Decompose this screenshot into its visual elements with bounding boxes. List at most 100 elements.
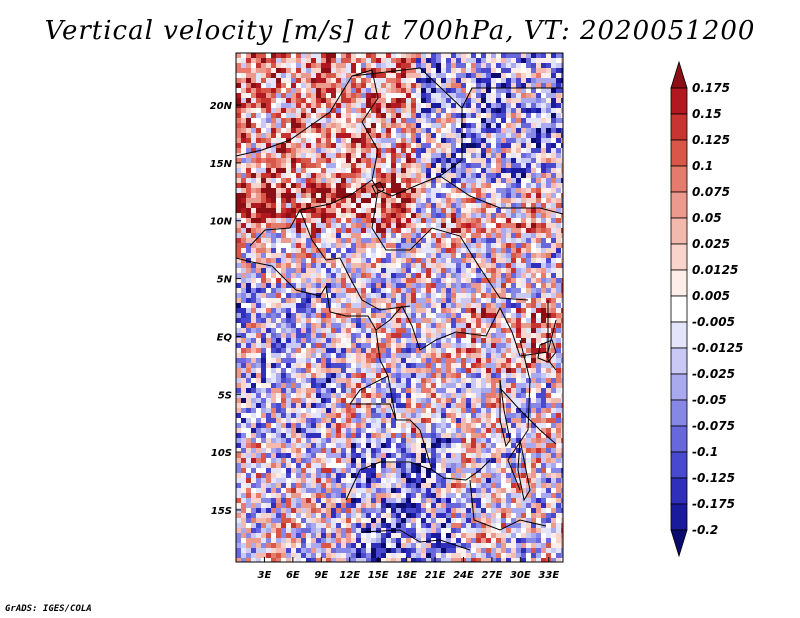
field-cell — [356, 228, 361, 233]
field-cell — [256, 228, 261, 233]
field-cell — [511, 113, 516, 118]
field-cell — [311, 183, 316, 188]
field-cell — [321, 148, 326, 153]
field-cell — [291, 318, 296, 323]
field-cell — [446, 248, 451, 253]
field-cell — [411, 218, 416, 223]
field-cell — [356, 183, 361, 188]
field-cell — [521, 113, 526, 118]
field-cell — [291, 403, 296, 408]
field-cell — [491, 63, 496, 68]
field-cell — [481, 143, 486, 148]
field-cell — [371, 123, 376, 128]
field-cell — [381, 278, 386, 283]
field-cell — [336, 83, 341, 88]
field-cell — [481, 233, 486, 238]
field-cell — [341, 338, 346, 343]
field-cell — [371, 128, 376, 133]
field-cell — [511, 218, 516, 223]
field-cell — [446, 383, 451, 388]
field-cell — [396, 363, 401, 368]
field-cell — [526, 88, 531, 93]
field-cell — [531, 403, 536, 408]
field-cell — [286, 413, 291, 418]
field-cell — [301, 63, 306, 68]
field-cell — [236, 308, 241, 313]
field-cell — [476, 308, 481, 313]
field-cell — [526, 128, 531, 133]
field-cell — [431, 343, 436, 348]
field-cell — [456, 88, 461, 93]
field-cell — [356, 213, 361, 218]
field-cell — [436, 118, 441, 123]
field-cell — [241, 358, 246, 363]
field-cell — [446, 318, 451, 323]
field-cell — [351, 283, 356, 288]
field-cell — [336, 313, 341, 318]
field-cell — [466, 348, 471, 353]
field-cell — [241, 293, 246, 298]
field-cell — [271, 193, 276, 198]
field-cell — [426, 248, 431, 253]
field-cell — [386, 173, 391, 178]
field-cell — [336, 128, 341, 133]
field-cell — [321, 83, 326, 88]
field-cell — [386, 253, 391, 258]
field-cell — [461, 428, 466, 433]
field-cell — [426, 58, 431, 63]
field-cell — [326, 268, 331, 273]
field-cell — [261, 323, 266, 328]
field-cell — [486, 163, 491, 168]
field-cell — [281, 163, 286, 168]
field-cell — [451, 363, 456, 368]
field-cell — [316, 393, 321, 398]
field-cell — [446, 338, 451, 343]
field-cell — [341, 133, 346, 138]
field-cell — [286, 218, 291, 223]
field-cell — [436, 273, 441, 278]
field-cell — [526, 113, 531, 118]
field-cell — [296, 63, 301, 68]
field-cell — [441, 213, 446, 218]
field-cell — [466, 63, 471, 68]
field-cell — [396, 263, 401, 268]
field-cell — [296, 313, 301, 318]
field-cell — [416, 378, 421, 383]
field-cell — [311, 193, 316, 198]
field-cell — [366, 133, 371, 138]
field-cell — [561, 243, 563, 248]
field-cell — [286, 113, 291, 118]
field-cell — [356, 368, 361, 373]
field-cell — [486, 143, 491, 148]
field-cell — [561, 138, 563, 143]
field-cell — [306, 203, 311, 208]
field-cell — [521, 233, 526, 238]
field-cell — [541, 98, 546, 103]
field-cell — [556, 193, 561, 198]
field-cell — [541, 163, 546, 168]
field-cell — [531, 173, 536, 178]
field-cell — [451, 318, 456, 323]
field-cell — [481, 298, 486, 303]
field-cell — [551, 53, 556, 58]
field-cell — [381, 228, 386, 233]
field-cell — [346, 238, 351, 243]
field-cell — [436, 138, 441, 143]
field-cell — [421, 198, 426, 203]
field-cell — [421, 393, 426, 398]
field-cell — [506, 313, 511, 318]
field-cell — [491, 68, 496, 73]
field-cell — [236, 263, 241, 268]
field-cell — [561, 343, 563, 348]
field-cell — [401, 378, 406, 383]
field-cell — [526, 298, 531, 303]
field-cell — [401, 108, 406, 113]
field-cell — [351, 163, 356, 168]
field-cell — [501, 333, 506, 338]
field-cell — [271, 383, 276, 388]
field-cell — [276, 203, 281, 208]
field-cell — [431, 323, 436, 328]
field-cell — [256, 308, 261, 313]
field-cell — [371, 283, 376, 288]
field-cell — [551, 263, 556, 268]
